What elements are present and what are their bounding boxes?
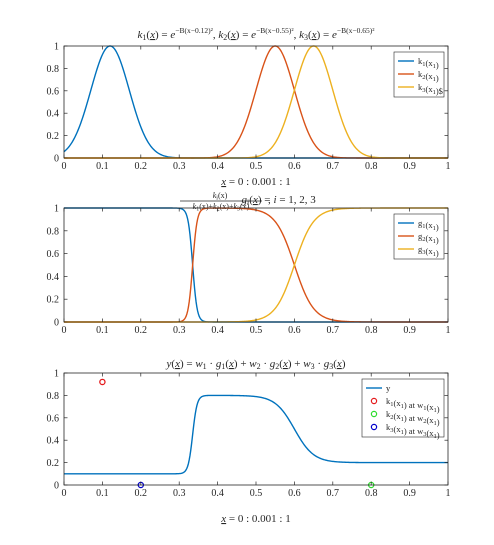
svg-text:, i = 1, 2, 3: , i = 1, 2, 3 bbox=[268, 194, 316, 206]
plot2-xtick-label: 0.3 bbox=[173, 325, 186, 336]
plot3-xtick-label: 0.3 bbox=[173, 488, 186, 499]
series-line-g2(x1) bbox=[64, 207, 448, 323]
plot2-ytick-label: 0.4 bbox=[47, 272, 60, 283]
plot2-xtick-label: 0.1 bbox=[96, 325, 109, 336]
plot2-title-fraction: ki(x) k1(x)+k2(x)+k3(x) , i = 1, 2, 3 bbox=[180, 191, 316, 213]
plot1-xtick-label: 0.2 bbox=[135, 161, 148, 172]
legend-entry-label: k2(x1) bbox=[418, 69, 439, 83]
legend-marker-swatch bbox=[370, 397, 378, 405]
plot1-title: k1(x) = e−B(x−0.12)², k2(x) = e−B(x−0.55… bbox=[138, 26, 376, 42]
plot1-xtick-label: 0.6 bbox=[288, 161, 301, 172]
plot2-xtick-label: 1 bbox=[446, 325, 451, 336]
plot2-xtick-label: 0.6 bbox=[288, 325, 301, 336]
series-line-y bbox=[64, 394, 448, 475]
plot2-ytick-label: 0.6 bbox=[47, 249, 60, 260]
plot2-ytick-label: 1 bbox=[54, 204, 59, 215]
plot1-xtick-label: 0.1 bbox=[96, 161, 109, 172]
plot1-ytick-label: 0 bbox=[54, 154, 59, 165]
plot1-ytick-label: 1 bbox=[54, 42, 59, 53]
plot3-ytick-label: 0.4 bbox=[47, 436, 60, 447]
plot2-xtick-label: 0.9 bbox=[403, 325, 416, 336]
plot1-xtick-label: 0.5 bbox=[250, 161, 263, 172]
plot-gaussian-kernels: k1(x) = e−B(x−0.12)², k2(x) = e−B(x−0.55… bbox=[47, 26, 451, 188]
legend-entry-label: g1(x1) bbox=[418, 218, 439, 232]
legend-entry-label: k3(x1)$ bbox=[418, 82, 443, 96]
plot2-axes-box bbox=[63, 207, 449, 323]
plot2-xtick-label: 0.2 bbox=[135, 325, 148, 336]
legend-entry-label: g2(x1) bbox=[418, 231, 439, 245]
plot3-ytick-label: 0 bbox=[54, 481, 59, 492]
plot3-xtick-label: 0.7 bbox=[327, 488, 340, 499]
plot1-xtick-label: 0 bbox=[62, 161, 67, 172]
plot2-xtick-label: 0.8 bbox=[365, 325, 378, 336]
plot1-ytick-label: 0.6 bbox=[47, 86, 60, 97]
series-line-k1(x1) bbox=[63, 45, 448, 159]
plot1-ytick-label: 0.8 bbox=[47, 64, 60, 75]
plot3-xtick-label: 0.9 bbox=[403, 488, 416, 499]
series-line-g1(x1) bbox=[64, 207, 448, 323]
data-marker-k1(x1) at w1(x1) bbox=[99, 378, 106, 386]
legend-entry-label: k1(x1) at w1(x1) bbox=[386, 396, 440, 414]
plot2-ytick-label: 0.8 bbox=[47, 226, 60, 237]
plot3-xtick-label: 0.8 bbox=[365, 488, 378, 499]
plot1-xtick-label: 0.4 bbox=[211, 161, 224, 172]
plot3-legend: y k1(x1) at w1(x1)k2(x1) at w2(x1)k3(x1) … bbox=[361, 378, 445, 440]
plot1-ytick-label: 0.4 bbox=[47, 109, 60, 120]
plot3-xtick-label: 0.2 bbox=[135, 488, 148, 499]
plot3-xlabel: x = 0 : 0.001 : 1 bbox=[220, 513, 290, 525]
plot3-xtick-label: 0.6 bbox=[288, 488, 301, 499]
legend-entry-label: k3(x1) at w3(x1) bbox=[386, 422, 440, 440]
plot-normalized-memberships: gi(x) = ki(x) k1(x)+k2(x)+k3(x) , i = 1,… bbox=[47, 191, 451, 336]
plot1-ytick-label: 0.2 bbox=[47, 131, 60, 142]
plot-weighted-output: y(x) = w1 · g1(x) + w2 · g2(x) + w3 · g3… bbox=[47, 358, 451, 525]
plot3-ytick-label: 0.6 bbox=[47, 413, 60, 424]
plot3-ytick-label: 1 bbox=[54, 369, 59, 380]
legend-marker-swatch bbox=[370, 423, 378, 431]
plot2-xtick-label: 0.5 bbox=[250, 325, 263, 336]
legend-entry-label: y bbox=[386, 383, 391, 393]
plot3-xtick-label: 0.1 bbox=[96, 488, 109, 499]
plot3-xtick-label: 1 bbox=[446, 488, 451, 499]
legend-entry-label: k1(x1) bbox=[418, 56, 439, 70]
plot2-xtick-label: 0 bbox=[62, 325, 67, 336]
legend-entry-label: g3(x1) bbox=[418, 244, 439, 258]
plot3-ytick-label: 0.8 bbox=[47, 391, 60, 402]
plot1-xtick-label: 0.9 bbox=[403, 161, 416, 172]
series-line-g3(x1) bbox=[64, 207, 448, 323]
plot3-xtick-label: 0.4 bbox=[211, 488, 224, 499]
plot2-ytick-label: 0 bbox=[54, 318, 59, 329]
plot1-xtick-label: 0.8 bbox=[365, 161, 378, 172]
plot3-ytick-label: 0.2 bbox=[47, 458, 60, 469]
plot3-title: y(x) = w1 · g1(x) + w2 · g2(x) + w3 · g3… bbox=[166, 358, 346, 371]
plot1-legend: k1(x1)k2(x1)k3(x1)$ bbox=[393, 51, 445, 98]
svg-text:k1(x)+k2(x)+k3(x): k1(x)+k2(x)+k3(x) bbox=[193, 202, 250, 213]
plot2-xtick-label: 0.7 bbox=[327, 325, 340, 336]
plot2-xtick-label: 0.4 bbox=[211, 325, 224, 336]
plot3-xtick-label: 0 bbox=[62, 488, 67, 499]
plot1-xtick-label: 0.7 bbox=[327, 161, 340, 172]
plot2-ytick-label: 0.2 bbox=[47, 295, 60, 306]
plot2-legend: g1(x1)g2(x1)g3(x1) bbox=[393, 213, 445, 260]
plot1-xtick-label: 0.3 bbox=[173, 161, 186, 172]
legend-entry-label: k2(x1) at w2(x1) bbox=[386, 409, 440, 427]
plot2-title: gi(x) = bbox=[242, 194, 271, 207]
svg-text:ki(x): ki(x) bbox=[213, 191, 228, 202]
legend-marker-swatch bbox=[370, 410, 378, 418]
plot1-xlabel: x = 0 : 0.001 : 1 bbox=[220, 176, 290, 188]
plot3-xtick-label: 0.5 bbox=[250, 488, 263, 499]
plot1-xtick-label: 1 bbox=[446, 161, 451, 172]
